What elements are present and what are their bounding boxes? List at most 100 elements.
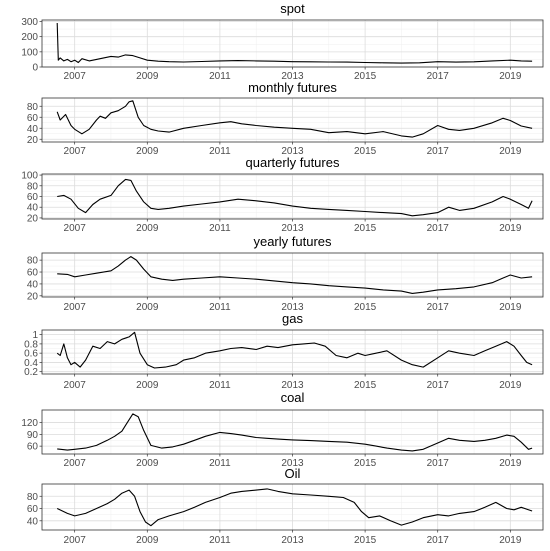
x-tick-label: 2013 bbox=[281, 380, 304, 391]
x-tick-label: 2013 bbox=[281, 146, 304, 157]
panel-title-yearly-futures: yearly futures bbox=[253, 234, 332, 249]
panel-border bbox=[41, 252, 544, 298]
x-tick-label: 2011 bbox=[209, 71, 231, 82]
x-tick-label: 2011 bbox=[209, 380, 231, 391]
y-tick-label: 20 bbox=[27, 213, 39, 224]
panel-border bbox=[41, 19, 544, 68]
panel-title-gas: gas bbox=[282, 311, 303, 326]
x-tick-label: 2007 bbox=[64, 458, 87, 469]
y-tick-label: 120 bbox=[21, 418, 38, 429]
panel-border bbox=[41, 97, 544, 143]
x-tick-label: 2013 bbox=[281, 458, 304, 469]
x-tick-label: 2019 bbox=[499, 71, 522, 82]
x-tick-label: 2015 bbox=[354, 535, 377, 546]
panel-border bbox=[41, 483, 544, 531]
x-tick-label: 2011 bbox=[209, 302, 231, 313]
y-tick-label: 100 bbox=[21, 171, 38, 182]
x-tick-label: 2013 bbox=[281, 223, 304, 234]
y-tick-label: 40 bbox=[27, 124, 39, 135]
panel-title-oil: Oil bbox=[285, 466, 301, 481]
x-tick-label: 2011 bbox=[209, 458, 231, 469]
x-tick-label: 2017 bbox=[427, 71, 450, 82]
y-tick-label: 100 bbox=[21, 47, 38, 58]
x-tick-label: 2013 bbox=[281, 535, 304, 546]
x-tick-label: 2013 bbox=[281, 71, 304, 82]
series-line-yearly-futures bbox=[57, 256, 533, 294]
x-tick-label: 2011 bbox=[209, 535, 231, 546]
x-tick-label: 2009 bbox=[136, 302, 159, 313]
panel-title-coal: coal bbox=[281, 390, 305, 405]
y-tick-label: 0.8 bbox=[24, 339, 38, 350]
x-tick-label: 2019 bbox=[499, 146, 522, 157]
x-tick-label: 2017 bbox=[427, 380, 450, 391]
y-tick-label: 60 bbox=[27, 504, 39, 515]
x-tick-label: 2009 bbox=[136, 146, 159, 157]
x-tick-label: 2019 bbox=[499, 223, 522, 234]
x-tick-label: 2019 bbox=[499, 302, 522, 313]
series-line-monthly-futures bbox=[56, 100, 533, 138]
x-tick-label: 2015 bbox=[354, 146, 377, 157]
x-tick-label: 2009 bbox=[136, 223, 159, 234]
y-tick-label: 0.6 bbox=[24, 349, 38, 360]
y-tick-label: 80 bbox=[27, 102, 39, 113]
panel-title-spot: spot bbox=[280, 1, 305, 16]
series-line-spot bbox=[56, 22, 533, 64]
x-tick-label: 2009 bbox=[136, 380, 159, 391]
panel-border bbox=[41, 173, 544, 220]
x-tick-label: 2011 bbox=[209, 146, 231, 157]
series-line-gas bbox=[56, 331, 533, 369]
y-tick-label: 1 bbox=[32, 330, 38, 341]
x-tick-label: 2007 bbox=[64, 535, 87, 546]
y-tick-label: 0.2 bbox=[24, 367, 38, 378]
x-tick-label: 2017 bbox=[427, 223, 450, 234]
x-tick-label: 2007 bbox=[64, 146, 87, 157]
x-tick-label: 2009 bbox=[136, 71, 159, 82]
series-line-coal bbox=[57, 413, 533, 452]
x-tick-label: 2007 bbox=[64, 71, 87, 82]
y-tick-label: 80 bbox=[27, 181, 39, 192]
y-tick-label: 80 bbox=[27, 256, 39, 267]
y-tick-label: 20 bbox=[27, 291, 39, 302]
x-tick-label: 2015 bbox=[354, 223, 377, 234]
y-tick-label: 40 bbox=[27, 203, 39, 214]
y-tick-label: 80 bbox=[27, 492, 39, 503]
x-tick-label: 2019 bbox=[499, 458, 522, 469]
panel-border bbox=[41, 409, 544, 455]
x-tick-label: 2007 bbox=[64, 223, 87, 234]
x-tick-label: 2007 bbox=[64, 380, 87, 391]
x-tick-label: 2011 bbox=[209, 223, 231, 234]
y-tick-label: 40 bbox=[27, 279, 39, 290]
y-tick-label: 60 bbox=[27, 268, 39, 279]
x-tick-label: 2017 bbox=[427, 146, 450, 157]
y-tick-label: 60 bbox=[27, 192, 39, 203]
x-tick-label: 2015 bbox=[354, 380, 377, 391]
series-line-oil bbox=[56, 488, 533, 527]
y-tick-label: 60 bbox=[27, 113, 39, 124]
x-tick-label: 2015 bbox=[354, 71, 377, 82]
panel-title-quarterly-futures: quarterly futures bbox=[246, 155, 340, 170]
y-tick-label: 60 bbox=[27, 442, 39, 453]
x-tick-label: 2015 bbox=[354, 302, 377, 313]
x-tick-label: 2017 bbox=[427, 302, 450, 313]
x-tick-label: 2007 bbox=[64, 302, 87, 313]
panel-border bbox=[41, 329, 544, 375]
x-tick-label: 2017 bbox=[427, 535, 450, 546]
y-tick-label: 40 bbox=[27, 516, 39, 527]
x-tick-label: 2015 bbox=[354, 458, 377, 469]
y-tick-label: 20 bbox=[27, 135, 39, 146]
y-tick-label: 90 bbox=[27, 430, 39, 441]
x-tick-label: 2019 bbox=[499, 535, 522, 546]
y-tick-label: 0.4 bbox=[24, 358, 38, 369]
series-line-quarterly-futures bbox=[57, 178, 533, 217]
y-tick-label: 200 bbox=[21, 32, 38, 43]
y-tick-label: 0 bbox=[32, 63, 38, 74]
x-tick-label: 2013 bbox=[281, 302, 304, 313]
x-tick-label: 2019 bbox=[499, 380, 522, 391]
x-tick-label: 2009 bbox=[136, 535, 159, 546]
x-tick-label: 2009 bbox=[136, 458, 159, 469]
panel-title-monthly-futures: monthly futures bbox=[248, 80, 337, 95]
x-tick-label: 2017 bbox=[427, 458, 450, 469]
y-tick-label: 300 bbox=[21, 17, 38, 28]
